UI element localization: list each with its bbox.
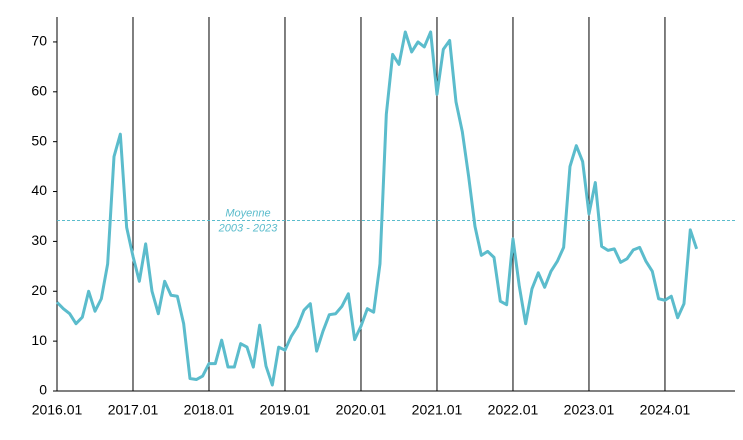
y-tick-label: 50 — [31, 132, 47, 148]
y-tick-label: 20 — [31, 282, 47, 298]
x-tick-label: 2021.01 — [412, 402, 463, 418]
x-tick-label: 2017.01 — [108, 402, 159, 418]
x-tick-label: 2022.01 — [488, 402, 539, 418]
y-tick-label: 70 — [31, 33, 47, 49]
y-tick-label: 0 — [39, 382, 47, 398]
reference-label: Moyenne — [225, 207, 270, 219]
y-tick-label: 60 — [31, 83, 47, 99]
x-tick-label: 2018.01 — [184, 402, 235, 418]
data-line — [55, 30, 699, 387]
x-tick-label: 2020.01 — [336, 402, 387, 418]
x-tick-label: 2016.01 — [32, 402, 83, 418]
y-tick-label: 40 — [31, 182, 47, 198]
x-tick-label: 2023.01 — [564, 402, 615, 418]
x-tick-label: 2024.01 — [640, 402, 691, 418]
y-tick-label: 10 — [31, 332, 47, 348]
x-tick-label: 2019.01 — [260, 402, 311, 418]
reference-label: 2003 - 2023 — [218, 222, 279, 234]
y-tick-label: 30 — [31, 232, 47, 248]
